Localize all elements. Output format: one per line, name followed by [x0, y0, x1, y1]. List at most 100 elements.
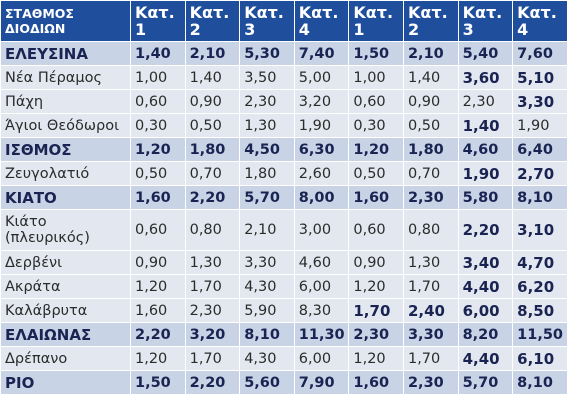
- price-cell: 1,80: [239, 161, 295, 186]
- table-row: Πάχη 0,60 0,90 2,30 3,20 0,60 0,90 2,30 …: [0, 89, 567, 114]
- price-cell: 1,20: [348, 137, 404, 162]
- price-cell: 0,80: [184, 209, 241, 251]
- price-cell: 2,30: [402, 185, 459, 210]
- station-name: ΚΙΑΤΟ: [0, 185, 131, 210]
- price-cell: 1,80: [402, 137, 459, 162]
- price-cell: 1,90: [293, 113, 350, 138]
- price-cell: 1,20: [130, 346, 186, 371]
- station-name-line2: (πλευρικός): [5, 230, 90, 246]
- header-category-line1: Κατ.: [135, 3, 175, 22]
- price-cell: 4,40: [457, 274, 514, 299]
- header-category: Κατ. 4: [512, 0, 567, 42]
- price-cell: 0,50: [184, 113, 241, 138]
- price-cell: 5,60: [239, 370, 295, 395]
- price-cell: 1,60: [130, 298, 186, 323]
- price-cell: 3,30: [239, 250, 295, 275]
- station-name: Άγιοι Θεόδωροι: [0, 113, 131, 138]
- price-cell: 5,70: [457, 370, 514, 395]
- station-name: ΕΛΑΙΩΝΑΣ: [0, 322, 131, 347]
- price-cell: 0,60: [348, 209, 404, 251]
- price-cell: 2,10: [239, 209, 295, 251]
- price-cell: 2,10: [184, 41, 241, 66]
- station-name: Νέα Πέραμος: [0, 65, 131, 90]
- price-cell: 4,70: [512, 250, 567, 275]
- table-row: ΕΛΕΥΣΙΝΑ 1,40 2,10 5,30 7,40 1,50 2,10 5…: [0, 41, 567, 66]
- price-cell: 5,30: [239, 41, 295, 66]
- price-cell: 7,90: [293, 370, 350, 395]
- price-cell: 2,70: [512, 161, 567, 186]
- price-cell: 1,30: [184, 250, 241, 275]
- price-cell: 2,30: [239, 89, 295, 114]
- price-cell: 2,30: [348, 322, 404, 347]
- price-cell: 1,70: [184, 274, 241, 299]
- header-category: Κατ. 2: [184, 0, 241, 42]
- table-row: Άγιοι Θεόδωροι 0,30 0,50 1,30 1,90 0,30 …: [0, 113, 567, 138]
- price-cell: 2,10: [402, 41, 459, 66]
- price-cell: 4,60: [457, 137, 514, 162]
- price-cell: 0,80: [402, 209, 459, 251]
- price-cell: 1,30: [402, 250, 459, 275]
- price-cell: 6,40: [512, 137, 567, 162]
- price-cell: 0,30: [348, 113, 404, 138]
- price-cell: 0,60: [130, 89, 186, 114]
- header-category-line2: 2: [407, 20, 420, 39]
- price-cell: 2,30: [184, 298, 241, 323]
- header-station: ΣΤΑΘΜΟΣ ΔΙΟΔΙΩΝ: [0, 0, 131, 42]
- price-cell: 1,60: [348, 185, 404, 210]
- price-cell: 1,60: [130, 185, 186, 210]
- price-cell: 1,70: [402, 346, 459, 371]
- price-cell: 4,30: [239, 346, 295, 371]
- price-cell: 6,00: [457, 298, 514, 323]
- header-category-line2: 1: [135, 20, 147, 39]
- price-cell: 0,60: [130, 209, 186, 251]
- header-category-line1: Κατ.: [407, 3, 448, 22]
- header-category: Κατ. 2: [402, 0, 459, 42]
- price-cell: 1,20: [130, 137, 186, 162]
- header-category: Κατ. 3: [457, 0, 514, 42]
- price-cell: 1,00: [130, 65, 186, 90]
- price-cell: 8,10: [239, 322, 295, 347]
- price-cell: 0,90: [130, 250, 186, 275]
- table-row: ΚΙΑΤΟ 1,60 2,20 5,70 8,00 1,60 2,30 5,80…: [0, 185, 567, 210]
- header-category-line2: 3: [244, 20, 256, 39]
- price-cell: 7,40: [293, 41, 350, 66]
- price-cell: 5,70: [239, 185, 295, 210]
- header-category-line1: Κατ.: [517, 3, 557, 22]
- price-cell: 0,30: [130, 113, 186, 138]
- table-row: Ακράτα 1,20 1,70 4,30 6,00 1,20 1,70 4,4…: [0, 274, 567, 299]
- price-cell: 3,20: [293, 89, 350, 114]
- price-cell: 3,50: [239, 65, 295, 90]
- price-cell: 4,40: [457, 346, 514, 371]
- price-cell: 1,90: [457, 161, 514, 186]
- price-cell: 1,40: [402, 65, 459, 90]
- table-row: ΕΛΑΙΩΝΑΣ 2,20 3,20 8,10 11,30 2,30 3,30 …: [0, 322, 567, 347]
- price-cell: 1,40: [130, 41, 186, 66]
- header-category: Κατ. 3: [239, 0, 295, 42]
- price-cell: 2,20: [130, 322, 186, 347]
- station-name: ΙΣΘΜΟΣ: [0, 137, 131, 162]
- header-category-line1: Κατ.: [353, 3, 394, 22]
- header-category-line2: 4: [298, 20, 310, 39]
- price-cell: 2,20: [184, 370, 241, 395]
- price-cell: 3,30: [512, 89, 567, 114]
- price-cell: 8,20: [457, 322, 514, 347]
- station-name: ΕΛΕΥΣΙΝΑ: [0, 41, 131, 66]
- price-cell: 0,50: [402, 113, 459, 138]
- price-cell: 0,70: [184, 161, 241, 186]
- price-cell: 4,50: [239, 137, 295, 162]
- station-name-line1: Κιάτο: [5, 214, 47, 230]
- header-row: ΣΤΑΘΜΟΣ ΔΙΟΔΙΩΝ Κατ. 1 Κατ. 2 Κατ. 3 Κατ. 4 …: [0, 0, 567, 42]
- price-cell: 6,00: [293, 346, 350, 371]
- price-cell: 11,30: [293, 322, 350, 347]
- price-cell: 8,10: [512, 370, 567, 395]
- price-cell: 1,90: [512, 113, 567, 138]
- header-category: Κατ. 4: [293, 0, 350, 42]
- price-cell: 3,10: [512, 209, 567, 251]
- header-category-line2: 3: [462, 20, 474, 39]
- station-name: Πάχη: [0, 89, 131, 114]
- price-cell: 2,40: [402, 298, 459, 323]
- price-cell: 2,20: [457, 209, 514, 251]
- price-cell: 0,60: [348, 89, 404, 114]
- price-cell: 1,70: [348, 298, 404, 323]
